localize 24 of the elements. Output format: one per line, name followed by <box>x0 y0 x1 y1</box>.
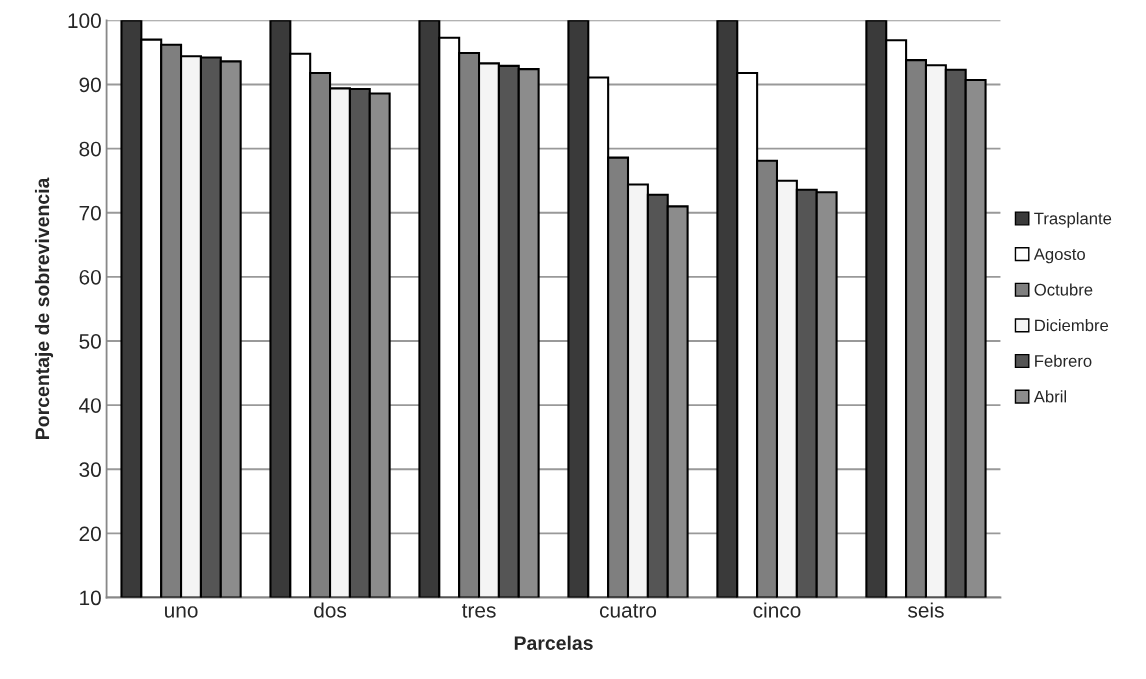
y-tick-label: 20 <box>79 526 101 542</box>
legend-label: Diciembre <box>1035 319 1109 332</box>
y-tick-label: 40 <box>79 398 101 413</box>
y-axis-title: Porcentaje de sobrevivencia <box>34 177 54 439</box>
y-tick-label: 70 <box>79 205 101 221</box>
legend-label: Abril <box>1033 390 1067 403</box>
y-tick-label: 50 <box>79 334 101 349</box>
x-tick-label: cuatro <box>599 604 657 618</box>
x-tick-label: seis <box>908 602 944 618</box>
x-axis-title: Parcelas <box>514 635 593 650</box>
y-tick-label: 90 <box>79 77 101 93</box>
legend-label: Trasplante <box>1034 212 1112 228</box>
y-tick-label: 30 <box>79 462 101 478</box>
x-tick-label: tres <box>461 604 496 618</box>
legend-label: Agosto <box>1033 248 1085 264</box>
y-tick-label: 60 <box>79 269 101 285</box>
y-tick-label: 80 <box>79 141 101 157</box>
y-tick-label: 10 <box>80 590 101 606</box>
x-tick-label: cinco <box>753 602 801 618</box>
x-tick-label: uno <box>165 606 198 618</box>
legend-label: Octubre <box>1034 283 1093 296</box>
x-tick-label: dos <box>314 602 347 618</box>
legend-label: Febrero <box>1035 354 1092 367</box>
y-tick-label: 100 <box>68 13 101 29</box>
